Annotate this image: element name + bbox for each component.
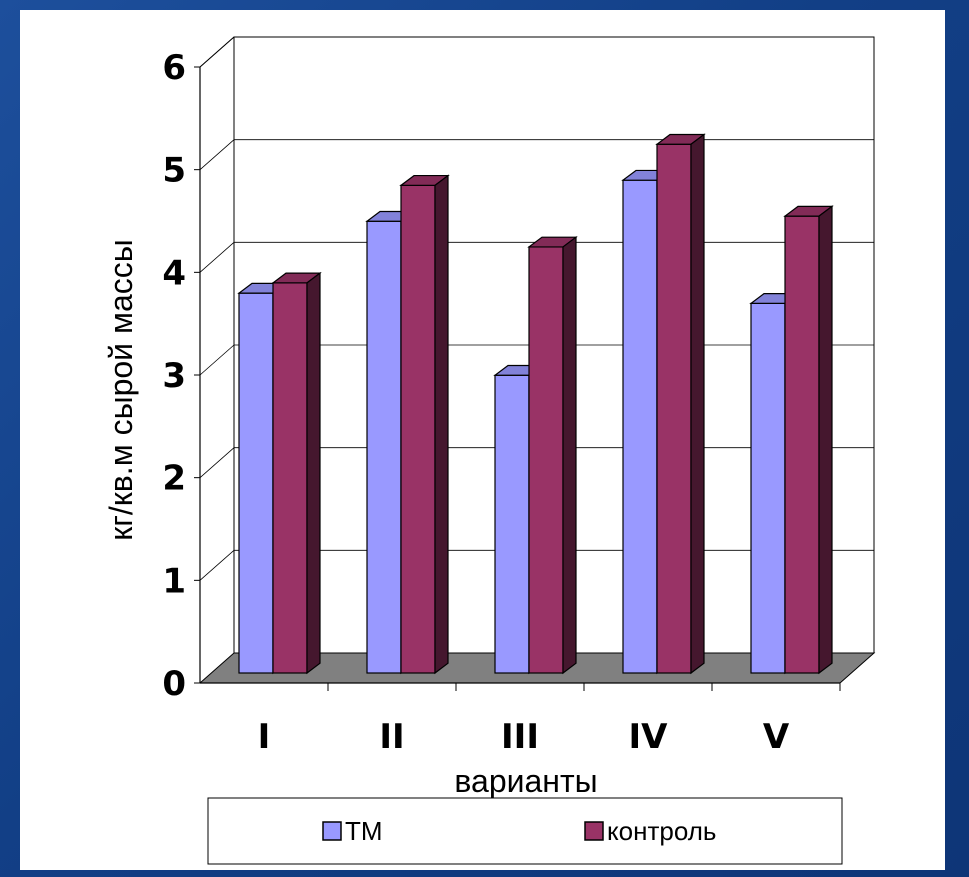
bar-контроль-I bbox=[271, 271, 322, 675]
y-tick-label: 5 bbox=[162, 151, 186, 191]
x-tick-label: V bbox=[763, 717, 790, 757]
legend-box bbox=[207, 797, 843, 865]
y-tick-label: 2 bbox=[162, 459, 186, 499]
gridline-side bbox=[199, 344, 235, 376]
bar-front bbox=[528, 246, 564, 674]
x-tick-label: II bbox=[379, 717, 404, 757]
bar-front bbox=[656, 143, 692, 674]
bar-front bbox=[750, 302, 786, 674]
legend: ТМ контроль bbox=[207, 797, 843, 865]
bar-front bbox=[400, 184, 436, 674]
bar-контроль-IV bbox=[655, 133, 706, 675]
bar-side bbox=[818, 205, 833, 675]
x-tick-label: I bbox=[258, 717, 271, 757]
bar-контроль-III bbox=[527, 235, 578, 675]
y-tick-label: 4 bbox=[162, 253, 186, 293]
bar-side bbox=[306, 271, 321, 675]
bar-front bbox=[238, 292, 274, 674]
x-axis-label: варианты bbox=[454, 763, 597, 799]
y-tick-label: 6 bbox=[162, 48, 186, 88]
bar-front bbox=[272, 282, 308, 674]
gridline-side bbox=[199, 242, 235, 273]
bar-front bbox=[784, 215, 820, 674]
bar-side bbox=[562, 235, 577, 675]
bar-front bbox=[366, 220, 402, 674]
legend-label-control: контроль bbox=[607, 816, 716, 846]
gridline-side bbox=[199, 36, 235, 68]
legend-swatch-control bbox=[584, 821, 604, 841]
x-tick-label: III bbox=[501, 717, 539, 757]
legend-label-tm: ТМ bbox=[345, 816, 383, 846]
x-tick-label: IV bbox=[629, 717, 669, 757]
bar-контроль-II bbox=[399, 174, 450, 675]
y-tick-label: 0 bbox=[162, 664, 186, 704]
bar-side bbox=[434, 174, 449, 675]
gridline-side bbox=[199, 447, 235, 478]
gridline-side bbox=[199, 139, 235, 170]
bar-front bbox=[622, 179, 658, 674]
bar-контроль-V bbox=[783, 205, 834, 675]
bar-side bbox=[690, 133, 705, 675]
gridline-side bbox=[199, 550, 235, 581]
y-tick-label: 3 bbox=[162, 356, 186, 396]
legend-swatch-tm bbox=[322, 821, 342, 841]
bars bbox=[237, 133, 834, 675]
x-tick-labels: I II III IV V bbox=[258, 717, 790, 757]
y-tick-label: 1 bbox=[162, 561, 186, 601]
bar-front bbox=[494, 374, 530, 674]
y-axis-label: кг/кв.м сырой массы bbox=[103, 239, 139, 541]
y-tick-labels: 0 1 2 3 4 5 6 bbox=[162, 48, 186, 704]
